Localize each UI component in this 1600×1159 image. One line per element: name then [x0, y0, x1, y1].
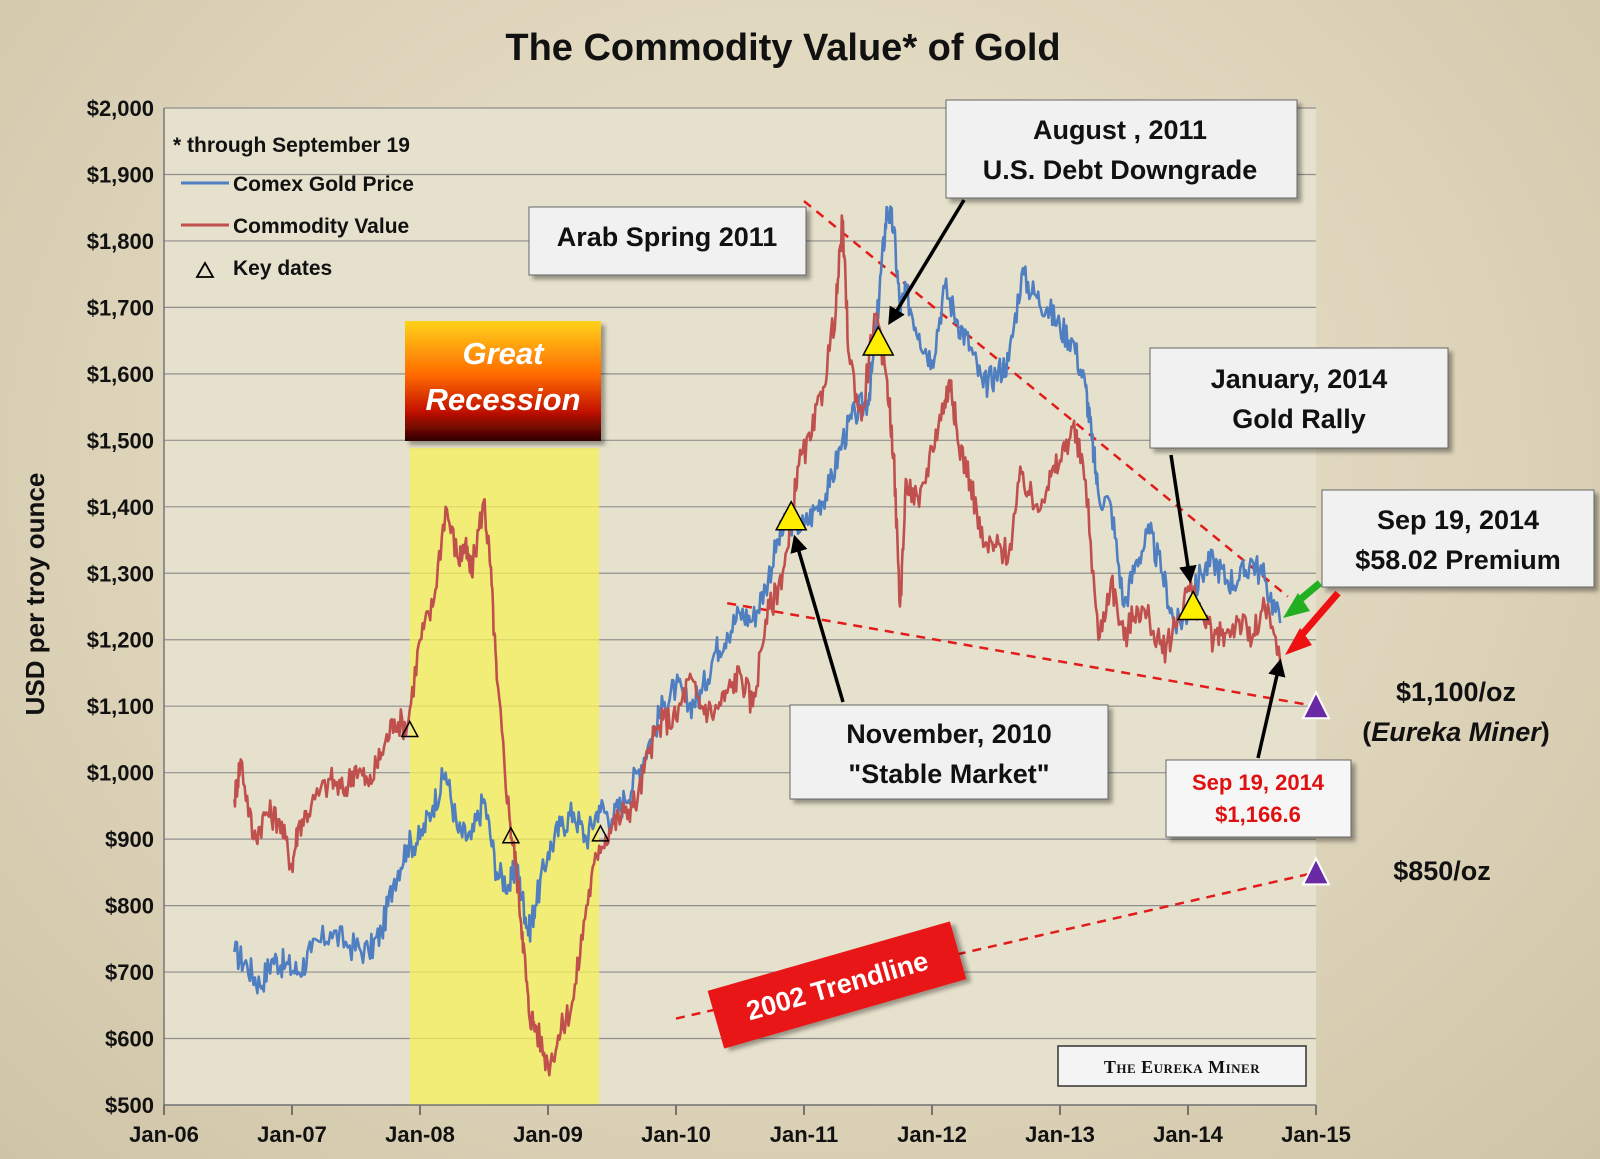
y-axis-label: USD per troy ounce — [20, 473, 50, 716]
target-1100-sublabel-italic: Eureka Miner — [1371, 717, 1542, 747]
target-marker-icon — [1301, 856, 1331, 886]
y-tick-label: $1,900 — [87, 162, 154, 187]
series-line-commodity-value — [233, 214, 1282, 1077]
y-tick-label: $1,300 — [87, 561, 154, 586]
key-date-marker-icon — [1176, 589, 1210, 621]
annotation-november-2010: November, 2010 "Stable Market" — [789, 704, 1109, 800]
y-tick-label: $1,000 — [87, 761, 154, 786]
trendline-lower — [726, 601, 1317, 708]
y-tick-label: $500 — [105, 1093, 154, 1118]
x-tick-label: Jan-08 — [385, 1122, 455, 1147]
y-tick-label: $600 — [105, 1027, 154, 1052]
y-tick-label: $700 — [105, 960, 154, 985]
arrow-commodity-sep — [1256, 658, 1286, 759]
series-line-comex-gold-price — [233, 205, 1282, 995]
trendlines — [675, 200, 1317, 1020]
x-tick-label: Jan-12 — [897, 1122, 967, 1147]
august-2011-line1: August , 2011 — [1033, 115, 1207, 145]
key-date-marker-icon — [501, 826, 521, 844]
y-tick-label: $800 — [105, 894, 154, 919]
august-2011-box — [945, 99, 1298, 199]
target-1100-label: $1,100/oz — [1396, 677, 1516, 707]
great-recession-label: Great Recession — [405, 321, 601, 441]
arab-spring-box — [528, 206, 807, 276]
august-2011-line2: U.S. Debt Downgrade — [983, 155, 1258, 185]
x-tick-label: Jan-10 — [641, 1122, 711, 1147]
legend-subtitle: * through September 19 — [173, 134, 410, 157]
november-2010-line2: "Stable Market" — [848, 759, 1049, 789]
annotation-premium: Sep 19, 2014 $58.02 Premium — [1321, 489, 1595, 588]
target-850-label: $850/oz — [1393, 856, 1491, 886]
target-marker-icon — [1301, 689, 1331, 720]
arrow-january-2014 — [1169, 454, 1197, 584]
y-tick-label: $1,500 — [87, 428, 154, 453]
november-2010-line1: November, 2010 — [846, 719, 1052, 749]
annotation-january-2014: January, 2014 Gold Rally — [1149, 347, 1449, 449]
recession-label-line2: Recession — [425, 382, 580, 417]
arrow-august-2011 — [888, 199, 966, 325]
trendline-2002-box — [707, 921, 967, 1049]
x-tick-label: Jan-06 — [129, 1122, 199, 1147]
series-layer — [233, 205, 1282, 1077]
annotation-august-2011: August , 2011 U.S. Debt Downgrade — [945, 99, 1298, 199]
arrow-november-2010 — [790, 534, 845, 703]
brand-box: The Eureka Miner — [1057, 1045, 1307, 1087]
legend-label-gold: Comex Gold Price — [233, 173, 414, 196]
commodity-sep-line1: Sep 19, 2014 — [1192, 770, 1325, 795]
january-2014-line1: January, 2014 — [1211, 364, 1388, 394]
recession-label-box — [405, 321, 601, 441]
arrow-premium-red — [1296, 590, 1341, 641]
annotation-arab-spring: Arab Spring 2011 — [528, 206, 807, 276]
premium-box — [1321, 489, 1595, 588]
trendline-2002-trendline — [675, 871, 1317, 1020]
target-1100-paren-close: ) — [1541, 717, 1550, 747]
x-tick-label: Jan-09 — [513, 1122, 583, 1147]
legend-label-key-dates: Key dates — [233, 257, 332, 280]
y-tick-label: $1,700 — [87, 295, 154, 320]
x-tick-label: Jan-14 — [1153, 1122, 1223, 1147]
y-tick-label: $2,000 — [87, 96, 154, 121]
y-tick-label: $1,200 — [87, 628, 154, 653]
annotation-arrows — [790, 199, 1341, 759]
axes: $500 $600 $700 $800 $900 $1,000 $1,100 $1,200 $1… — [87, 96, 1351, 1147]
january-2014-box — [1149, 347, 1449, 449]
key-date-marker-icon — [774, 500, 808, 531]
recession-label-line1: Great — [463, 336, 546, 371]
chart-title: The Commodity Value* of Gold — [505, 27, 1060, 69]
x-tick-label: Jan-07 — [257, 1122, 327, 1147]
y-tick-label: $1,100 — [87, 694, 154, 719]
legend: * through September 19 Comex Gold Price … — [173, 134, 414, 280]
key-date-marker-icon — [591, 824, 610, 842]
arab-spring-text: Arab Spring 2011 — [557, 222, 778, 252]
commodity-sep-line2: $1,166.6 — [1215, 802, 1301, 827]
key-date-marker-icon — [400, 719, 420, 738]
commodity-sep-box — [1165, 759, 1352, 838]
trendline-upper — [803, 200, 1289, 598]
x-tick-label: Jan-13 — [1025, 1122, 1095, 1147]
legend-triangle-icon — [195, 261, 215, 278]
arrow-premium-red-head — [1285, 628, 1312, 655]
premium-line1: Sep 19, 2014 — [1377, 505, 1539, 535]
y-tick-label: $1,400 — [87, 495, 154, 520]
y-tick-label: $900 — [105, 827, 154, 852]
y-tick-label: $1,600 — [87, 362, 154, 387]
premium-line2: $58.02 Premium — [1355, 545, 1561, 575]
target-1100-sublabel: (Eureka Miner) — [1362, 717, 1550, 747]
november-2010-box — [789, 704, 1109, 800]
key-date-markers — [400, 325, 1331, 886]
target-1100-paren-open: ( — [1362, 717, 1371, 747]
arrow-premium-green-head — [1283, 593, 1310, 618]
january-2014-line2: Gold Rally — [1232, 404, 1366, 434]
x-tick-label: Jan-15 — [1281, 1122, 1351, 1147]
annotation-commodity-sep: Sep 19, 2014 $1,166.6 — [1165, 759, 1352, 838]
brand-text: The Eureka Miner — [1104, 1057, 1260, 1077]
y-tick-label: $1,800 — [87, 229, 154, 254]
brand-frame — [1057, 1045, 1307, 1087]
x-tick-label: Jan-11 — [770, 1122, 839, 1147]
key-date-marker-icon — [861, 325, 895, 356]
legend-label-commodity: Commodity Value — [233, 215, 409, 238]
